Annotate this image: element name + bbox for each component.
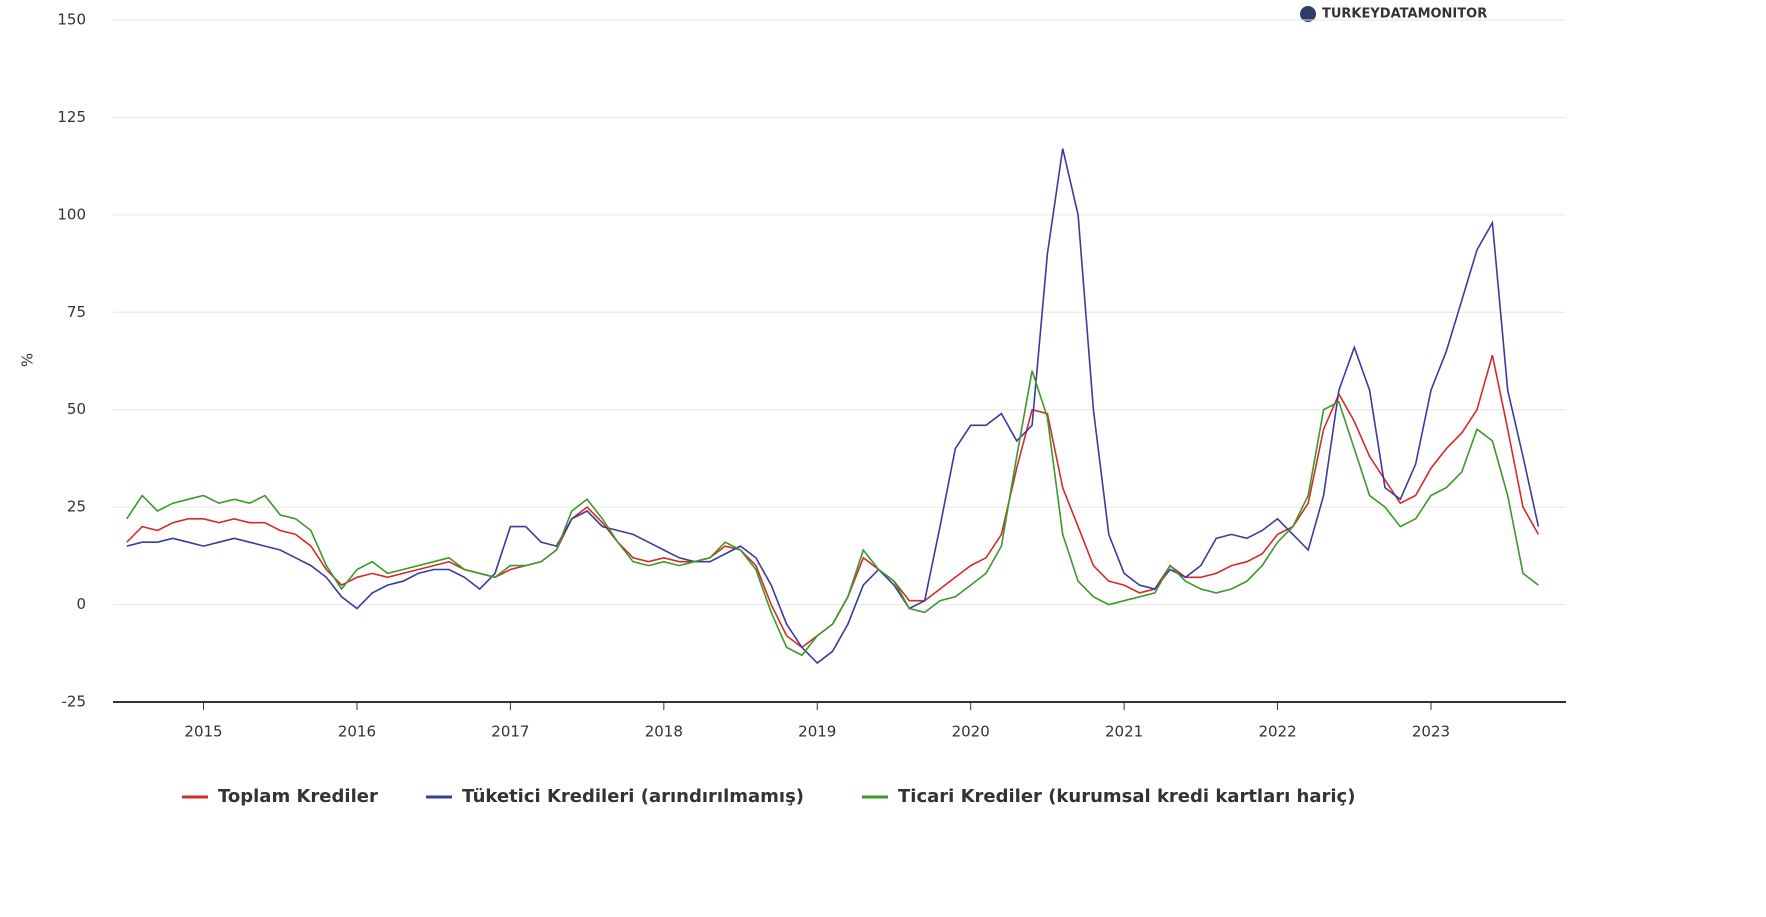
x-tick-label: 2020: [952, 723, 990, 741]
x-tick-label: 2015: [184, 723, 222, 741]
series-line: [126, 354, 1540, 649]
y-tick-label: -25: [62, 693, 87, 711]
brand-icon: [1300, 6, 1316, 22]
x-tick-label: 2019: [798, 723, 836, 741]
x-tick-label: 2022: [1258, 723, 1296, 741]
x-tick-label: 2016: [338, 723, 376, 741]
y-tick-label: 50: [67, 400, 86, 418]
legend-label: Toplam Krediler: [218, 786, 378, 807]
legend-label: Ticari Krediler (kurumsal kredi kartları…: [898, 786, 1355, 807]
x-tick-label: 2023: [1412, 723, 1450, 741]
legend-label: Tüketici Kredileri (arındırılmamış): [462, 786, 804, 807]
y-tick-label: 125: [57, 108, 86, 126]
y-tick-label: 150: [57, 11, 86, 29]
y-tick-label: 0: [76, 595, 86, 613]
y-tick-label: 75: [67, 303, 86, 321]
y-tick-label: 100: [57, 205, 86, 223]
y-axis-label: %: [19, 353, 37, 367]
brand: TURKEYDATAMONITOR: [1322, 7, 1487, 22]
x-tick-label: 2017: [491, 723, 529, 741]
y-tick-label: 25: [67, 498, 86, 516]
series-line: [126, 370, 1539, 657]
series-line: [126, 148, 1540, 665]
x-tick-label: 2018: [645, 723, 683, 741]
x-tick-label: 2021: [1105, 723, 1143, 741]
